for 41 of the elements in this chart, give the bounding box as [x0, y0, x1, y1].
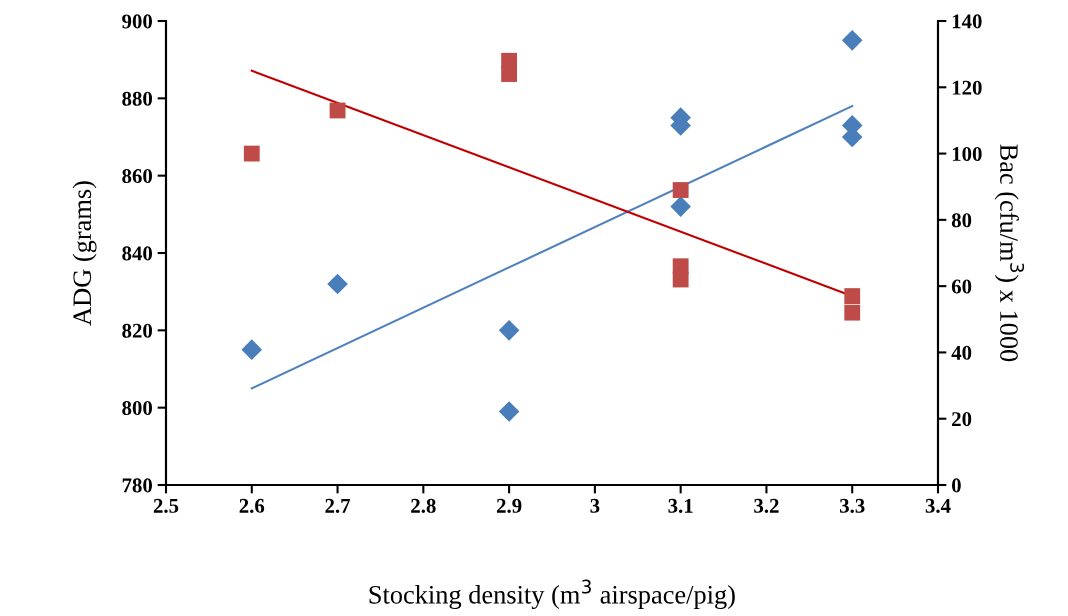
point — [844, 304, 861, 321]
point — [327, 273, 348, 295]
y2-tick-label: 20 — [952, 412, 972, 427]
y2-tick-label: 140 — [952, 14, 982, 29]
x-tick-label: 3.4 — [925, 498, 951, 513]
y-axis-title: ADG (grams) — [72, 181, 97, 326]
point — [498, 320, 520, 341]
point — [670, 196, 691, 217]
y-tick-label: 860 — [122, 169, 153, 184]
x-tick-label: 2.5 — [153, 498, 179, 513]
y-tick-label: 880 — [122, 91, 153, 106]
point — [498, 401, 520, 422]
point — [841, 30, 863, 51]
y2-axis-title: Bac (cfu/m$^{3}$) x 1000 — [994, 144, 1025, 362]
x-tick-label: 2.7 — [325, 498, 351, 513]
y-tick-label: 900 — [122, 14, 153, 29]
y-tick-label: 840 — [122, 246, 153, 261]
point — [329, 102, 346, 119]
x-axis-title: Stocking density (m$^{3}$ airspace/pig) — [369, 579, 735, 610]
y2-tick-label: 80 — [951, 213, 972, 228]
y-tick-label: 780 — [122, 478, 153, 493]
point — [501, 66, 518, 82]
y2-tick-label: 40 — [951, 345, 972, 360]
y-tick-label: 800 — [122, 401, 153, 416]
y2-tick-label: 100 — [952, 146, 982, 161]
point — [672, 271, 689, 288]
point — [672, 182, 689, 198]
x-tick-label: 3.3 — [839, 498, 865, 513]
y2-tick-label: 60 — [951, 279, 972, 294]
y2-tick-label: 120 — [952, 80, 982, 95]
x-tick-label: 2.8 — [411, 498, 436, 513]
x-tick-label: 2.6 — [239, 498, 265, 513]
x-tick-label: 3.2 — [754, 498, 779, 513]
point — [243, 145, 260, 162]
y2-tick-label: 0 — [951, 478, 961, 493]
x-tick-label: 3.1 — [668, 498, 693, 513]
y-tick-label: 820 — [122, 323, 153, 338]
point — [241, 339, 263, 360]
point — [844, 288, 861, 304]
x-tick-label: 2.9 — [496, 498, 522, 513]
x-tick-label: 3 — [590, 498, 600, 513]
